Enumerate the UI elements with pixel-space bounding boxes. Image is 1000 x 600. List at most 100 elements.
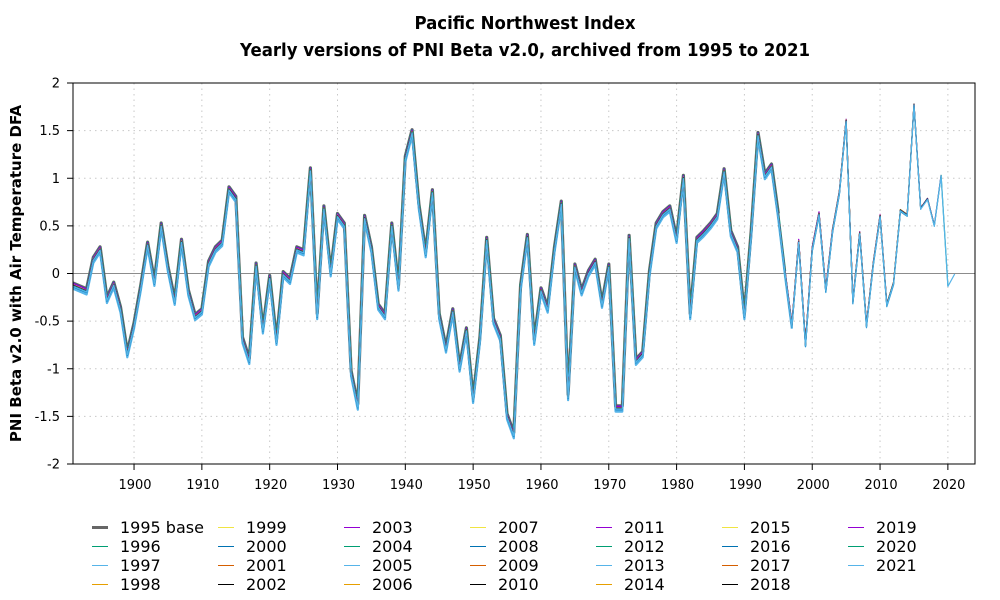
- y-tick-label: 2: [52, 77, 60, 92]
- series-line-2001: [72, 131, 820, 436]
- legend-item: 1995 base: [92, 518, 204, 537]
- legend-item: 2019: [848, 518, 917, 537]
- y-tick-label: 0: [52, 267, 60, 282]
- legend-label: 1999: [246, 518, 287, 537]
- legend-label: 2020: [876, 537, 917, 556]
- y-tick-label: -2: [47, 458, 60, 473]
- legend-swatch: [848, 546, 864, 547]
- legend-swatch: [596, 527, 612, 528]
- legend-swatch: [344, 527, 360, 528]
- x-tick-label: 1990: [729, 478, 762, 493]
- legend-label: 2000: [246, 537, 287, 556]
- series-line-2000: [72, 132, 813, 437]
- legend-label: 2003: [372, 518, 413, 537]
- legend-label: 2005: [372, 556, 413, 575]
- legend-label: 2008: [498, 537, 539, 556]
- chart-title: Pacific Northwest Index: [414, 13, 636, 34]
- x-tick-label: 1960: [525, 478, 558, 493]
- legend-label: 2004: [372, 537, 413, 556]
- x-tick-label: 1970: [593, 478, 626, 493]
- legend-item: 2002: [218, 575, 287, 594]
- legend-swatch: [92, 546, 108, 547]
- legend-swatch: [218, 546, 234, 547]
- legend-label: 2017: [750, 556, 791, 575]
- legend-swatch: [92, 526, 108, 529]
- legend-item: 1996: [92, 537, 161, 556]
- legend-item: 2018: [722, 575, 791, 594]
- legend-label: 2002: [246, 575, 287, 594]
- legend-item: 2021: [848, 556, 917, 575]
- series-line-2013: [72, 122, 901, 438]
- legend-swatch: [344, 584, 360, 585]
- legend-label: 2016: [750, 537, 791, 556]
- legend-label: 2010: [498, 575, 539, 594]
- x-tick-label: 2010: [865, 478, 898, 493]
- legend-swatch: [92, 565, 108, 566]
- legend-label: 2006: [372, 575, 413, 594]
- x-tick-label: 1920: [254, 478, 287, 493]
- y-tick-label: 1.5: [39, 124, 60, 139]
- x-tick-label: 1940: [390, 478, 423, 493]
- legend-item: 2014: [596, 575, 665, 594]
- series-line-1999: [72, 131, 807, 436]
- x-tick-label: 2000: [797, 478, 830, 493]
- y-tick-label: -0.5: [35, 315, 60, 330]
- x-tick-label: 1900: [118, 478, 151, 493]
- series-line-2020: [72, 104, 949, 436]
- legend-label: 2011: [624, 518, 665, 537]
- chart-title-block: Pacific Northwest Index Yearly versions …: [42, 10, 1000, 64]
- legend-swatch: [470, 546, 486, 547]
- series-line-2015: [72, 103, 915, 435]
- legend-swatch: [470, 584, 486, 585]
- legend-swatch: [596, 546, 612, 547]
- legend-item: 2001: [218, 556, 287, 575]
- legend-item: 2013: [596, 556, 665, 575]
- legend-label: 2018: [750, 575, 791, 594]
- legend-item: 2010: [470, 575, 539, 594]
- x-axis: 1900 1910 1920 1930 1940 1950 1960 1970 1980 1990…: [118, 464, 965, 493]
- legend-swatch: [344, 546, 360, 547]
- x-tick-label: 1930: [322, 478, 355, 493]
- y-tick-label: -1.5: [35, 410, 60, 425]
- x-tick-label: 2020: [932, 478, 965, 493]
- legend-item: 2020: [848, 537, 917, 556]
- legend-swatch: [722, 527, 738, 528]
- series-line-2010: [72, 119, 881, 435]
- chart-subtitle: Yearly versions of PNI Beta v2.0, archiv…: [239, 40, 810, 61]
- series-line-2021: [72, 104, 956, 437]
- x-tick-label: 1980: [661, 478, 694, 493]
- legend: 1995 base 1996 1997 1998 1999 2000 2001 2002 200…: [92, 518, 992, 598]
- legend-swatch: [344, 565, 360, 566]
- y-axis: 2 1.5 1 0.5 0 -0.5 -1 -1.5 -2: [35, 77, 73, 473]
- series-line-2006: [72, 119, 854, 436]
- legend-label: 1996: [120, 537, 161, 556]
- legend-swatch: [848, 527, 864, 528]
- legend-label: 1998: [120, 575, 161, 594]
- legend-label: 2009: [498, 556, 539, 575]
- y-tick-label: -1: [47, 362, 60, 377]
- legend-item: 1997: [92, 556, 161, 575]
- legend-item: 2006: [344, 575, 413, 594]
- legend-item: 2009: [470, 556, 539, 575]
- legend-swatch: [722, 565, 738, 566]
- x-tick-label: 1950: [458, 478, 491, 493]
- legend-label: 2013: [624, 556, 665, 575]
- legend-swatch: [92, 584, 108, 585]
- legend-label: 2007: [498, 518, 539, 537]
- legend-item: 2015: [722, 518, 791, 537]
- legend-item: 2016: [722, 537, 791, 556]
- series-layer: [72, 103, 956, 440]
- legend-label: 2001: [246, 556, 287, 575]
- legend-label: 1995 base: [120, 518, 204, 537]
- legend-swatch: [722, 546, 738, 547]
- legend-label: 2019: [876, 518, 917, 537]
- y-axis-title: PNI Beta v2.0 with Air Temperature DFA: [7, 105, 25, 443]
- legend-item: 1999: [218, 518, 287, 537]
- legend-item: 2011: [596, 518, 665, 537]
- legend-label: 2021: [876, 556, 917, 575]
- y-tick-label: 0.5: [39, 219, 60, 234]
- legend-item: 2008: [470, 537, 539, 556]
- legend-swatch: [218, 584, 234, 585]
- legend-item: 2003: [344, 518, 413, 537]
